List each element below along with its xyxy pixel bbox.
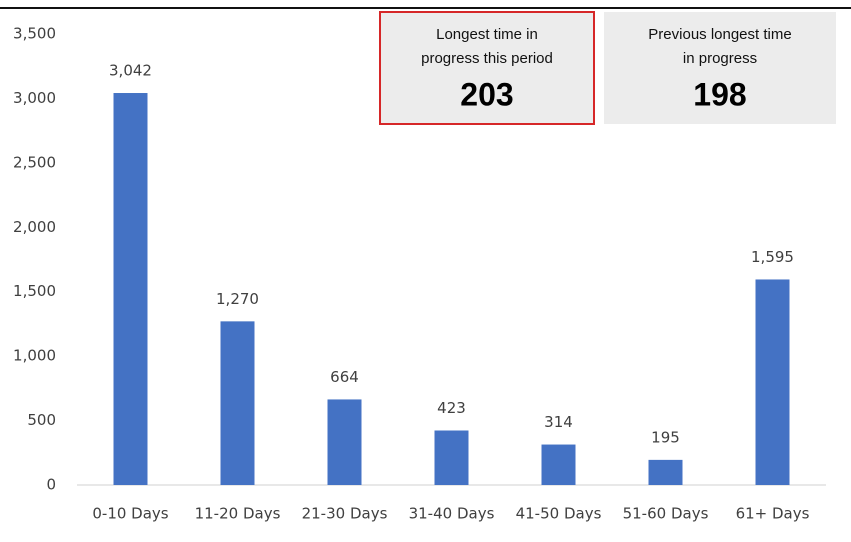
bar	[327, 399, 362, 485]
kpi-box	[379, 11, 595, 125]
x-tick-label: 0-10 Days	[92, 505, 168, 523]
bar	[541, 444, 576, 485]
y-tick-label: 1,500	[13, 282, 56, 300]
data-label: 1,270	[216, 290, 259, 308]
y-tick-label: 3,000	[13, 89, 56, 107]
kpi-label: in progress	[683, 50, 757, 67]
bar	[648, 459, 683, 485]
data-label: 3,042	[109, 62, 152, 80]
y-tick-label: 3,500	[13, 25, 56, 43]
bar	[220, 321, 255, 485]
y-tick-label: 2,500	[13, 153, 56, 171]
x-tick-label: 61+ Days	[736, 505, 810, 523]
y-tick-label: 2,000	[13, 218, 56, 236]
bar	[113, 93, 148, 485]
y-tick-label: 0	[46, 476, 56, 494]
data-label: 1,595	[751, 248, 794, 266]
data-label: 664	[330, 368, 359, 386]
x-tick-label: 21-30 Days	[302, 505, 388, 523]
kpi-label: Longest time in	[436, 26, 538, 43]
x-tick-label: 31-40 Days	[409, 505, 495, 523]
kpi-label: progress this period	[421, 50, 553, 67]
y-tick-label: 500	[27, 411, 56, 429]
bar	[755, 279, 790, 485]
x-tick-label: 11-20 Days	[195, 505, 281, 523]
data-label: 314	[544, 413, 573, 431]
y-tick-label: 1,000	[13, 347, 56, 365]
data-label: 423	[437, 399, 466, 417]
kpi-label: Previous longest time	[648, 26, 791, 43]
x-tick-label: 41-50 Days	[516, 505, 602, 523]
bar	[434, 430, 469, 485]
kpi-value: 198	[693, 76, 746, 112]
kpi-box	[604, 12, 836, 124]
data-label: 195	[651, 428, 680, 446]
kpi-value: 203	[460, 76, 513, 112]
x-tick-label: 51-60 Days	[623, 505, 709, 523]
